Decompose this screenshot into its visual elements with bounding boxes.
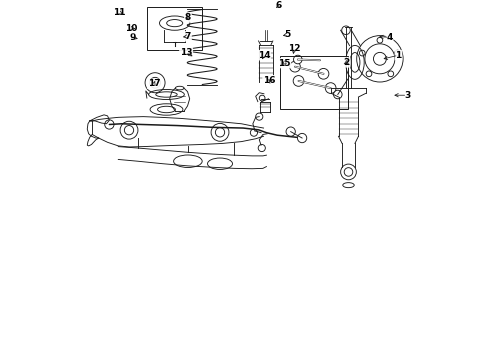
Text: 14: 14 bbox=[258, 51, 270, 60]
Circle shape bbox=[293, 76, 304, 86]
Text: 5: 5 bbox=[285, 30, 291, 39]
Text: 3: 3 bbox=[404, 91, 411, 100]
Bar bbox=[147, 8, 202, 50]
Text: 12: 12 bbox=[288, 44, 300, 53]
Text: 17: 17 bbox=[147, 79, 160, 88]
Circle shape bbox=[294, 55, 302, 64]
Text: 9: 9 bbox=[129, 33, 136, 42]
Text: 6: 6 bbox=[276, 1, 282, 10]
Text: 11: 11 bbox=[113, 8, 125, 17]
Text: 7: 7 bbox=[185, 32, 191, 41]
Text: 1: 1 bbox=[395, 51, 402, 60]
Circle shape bbox=[318, 68, 329, 79]
Bar bbox=[280, 56, 348, 109]
Text: 16: 16 bbox=[263, 76, 275, 85]
Text: 2: 2 bbox=[343, 58, 350, 67]
Circle shape bbox=[290, 61, 300, 72]
Text: 15: 15 bbox=[278, 59, 291, 68]
Circle shape bbox=[325, 83, 336, 94]
Text: 8: 8 bbox=[185, 13, 191, 22]
Text: 10: 10 bbox=[125, 24, 138, 33]
Text: 13: 13 bbox=[180, 48, 193, 57]
Text: 4: 4 bbox=[386, 33, 392, 42]
